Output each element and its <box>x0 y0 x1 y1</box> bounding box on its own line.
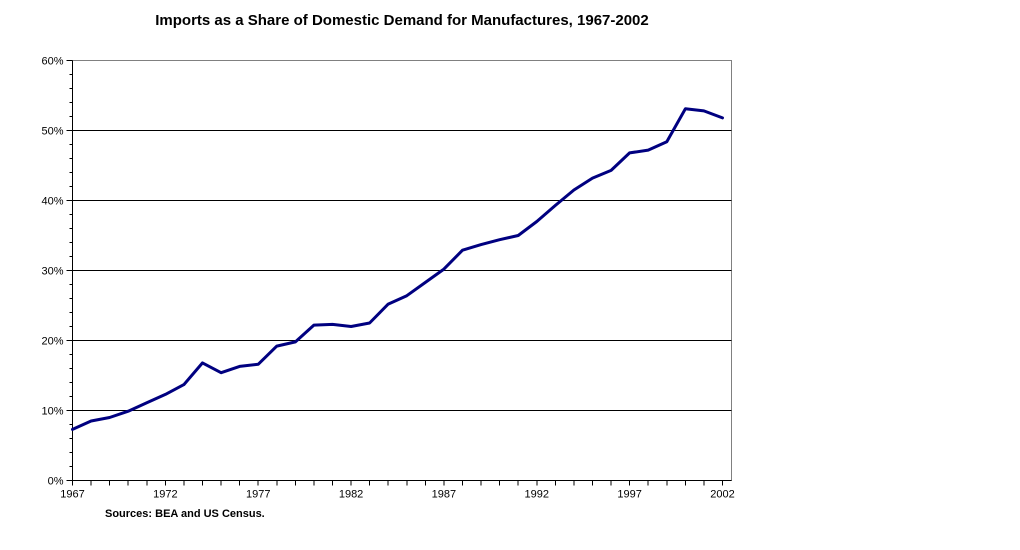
x-tick-label: 1997 <box>617 489 641 501</box>
y-tick-label: 30% <box>41 266 63 278</box>
data-line-series <box>71 107 724 431</box>
x-tick-label: 1987 <box>432 489 456 501</box>
y-tick-label: 20% <box>41 336 63 348</box>
chart-title: Imports as a Share of Domestic Demand fo… <box>155 12 649 29</box>
x-tick-label: 2002 <box>710 489 734 501</box>
x-tick-label: 1982 <box>339 489 363 501</box>
source-note: Sources: BEA and US Census. <box>105 508 265 520</box>
y-tick-label: 50% <box>41 126 63 138</box>
x-tick-label: 1967 <box>60 489 84 501</box>
y-tick-label: 0% <box>48 476 64 488</box>
x-tick-label: 1977 <box>246 489 270 501</box>
y-tick-label: 10% <box>41 406 63 418</box>
y-tick-label: 40% <box>41 196 63 208</box>
x-tick-label: 1992 <box>525 489 549 501</box>
x-tick-label: 1972 <box>153 489 177 501</box>
y-tick-label: 60% <box>41 56 63 68</box>
